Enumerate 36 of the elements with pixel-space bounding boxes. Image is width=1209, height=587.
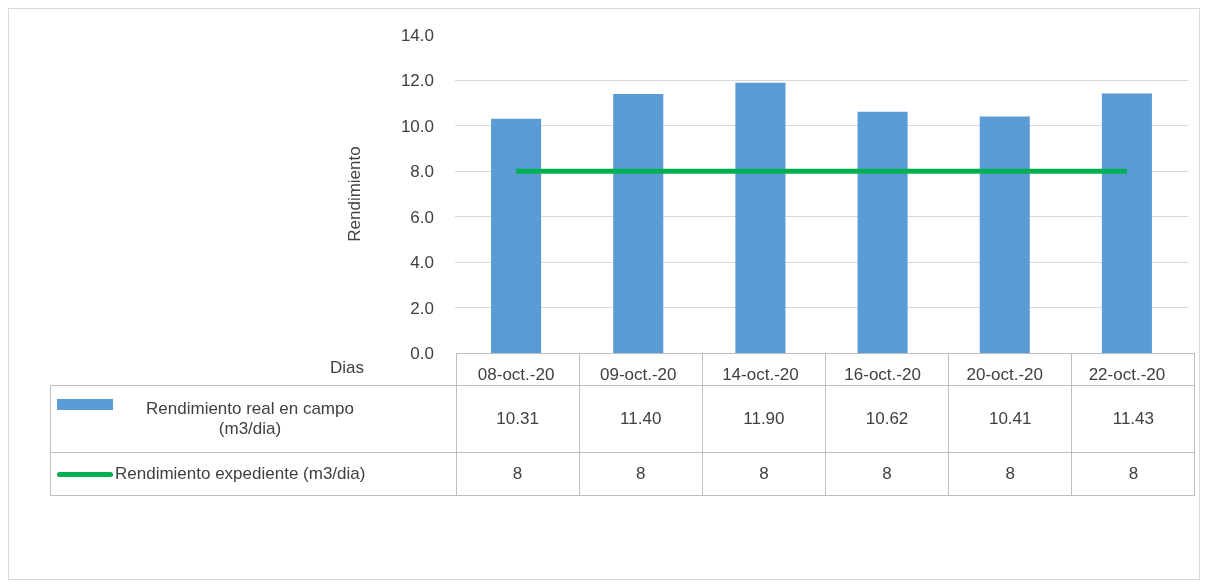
x-tick-label: 08-oct.-20	[477, 365, 555, 385]
x-tick-label: 22-oct.-20	[1088, 365, 1166, 385]
bar	[491, 118, 542, 353]
data-label: 10.62	[825, 385, 949, 453]
data-label: 11.43	[1071, 385, 1195, 453]
data-label: 11.40	[579, 385, 703, 453]
y-axis-title: Rendimiento	[345, 146, 365, 242]
x-tick-label: 16-oct.-20	[844, 365, 921, 385]
legend-label: Rendimiento real en campo (m3/dia)	[145, 399, 355, 439]
x-tick-label: 14-oct.-20	[722, 365, 799, 385]
bar	[857, 111, 908, 353]
y-tick-label: 6.0	[410, 207, 434, 227]
bar	[979, 116, 1030, 353]
data-label: 10.41	[948, 385, 1072, 453]
legend-label: Rendimiento expediente (m3/dia)	[115, 464, 366, 483]
y-tick-label: 14.0	[400, 25, 434, 45]
data-label: 8	[579, 452, 703, 496]
bar	[1101, 93, 1152, 353]
y-tick-label: 0.0	[410, 343, 434, 363]
data-label: 10.31	[456, 385, 580, 453]
y-tick-label: 8.0	[410, 162, 434, 182]
data-label: 8	[825, 452, 949, 496]
bar	[735, 82, 786, 353]
x-axis-title: Dias	[330, 358, 365, 378]
data-label: 8	[456, 452, 580, 496]
y-tick-label: 4.0	[410, 253, 434, 273]
y-tick-label: 10.0	[400, 116, 434, 136]
y-tick-label: 12.0	[400, 71, 434, 91]
data-label: 8	[1071, 452, 1195, 496]
bar	[613, 94, 664, 353]
x-tick-label: 20-oct.-20	[966, 365, 1044, 385]
x-tick-label: 09-oct.-20	[599, 365, 677, 385]
data-label: 8	[702, 452, 826, 496]
data-label: 11.90	[702, 385, 826, 453]
data-label: 8	[948, 452, 1072, 496]
y-tick-label: 2.0	[410, 298, 434, 318]
